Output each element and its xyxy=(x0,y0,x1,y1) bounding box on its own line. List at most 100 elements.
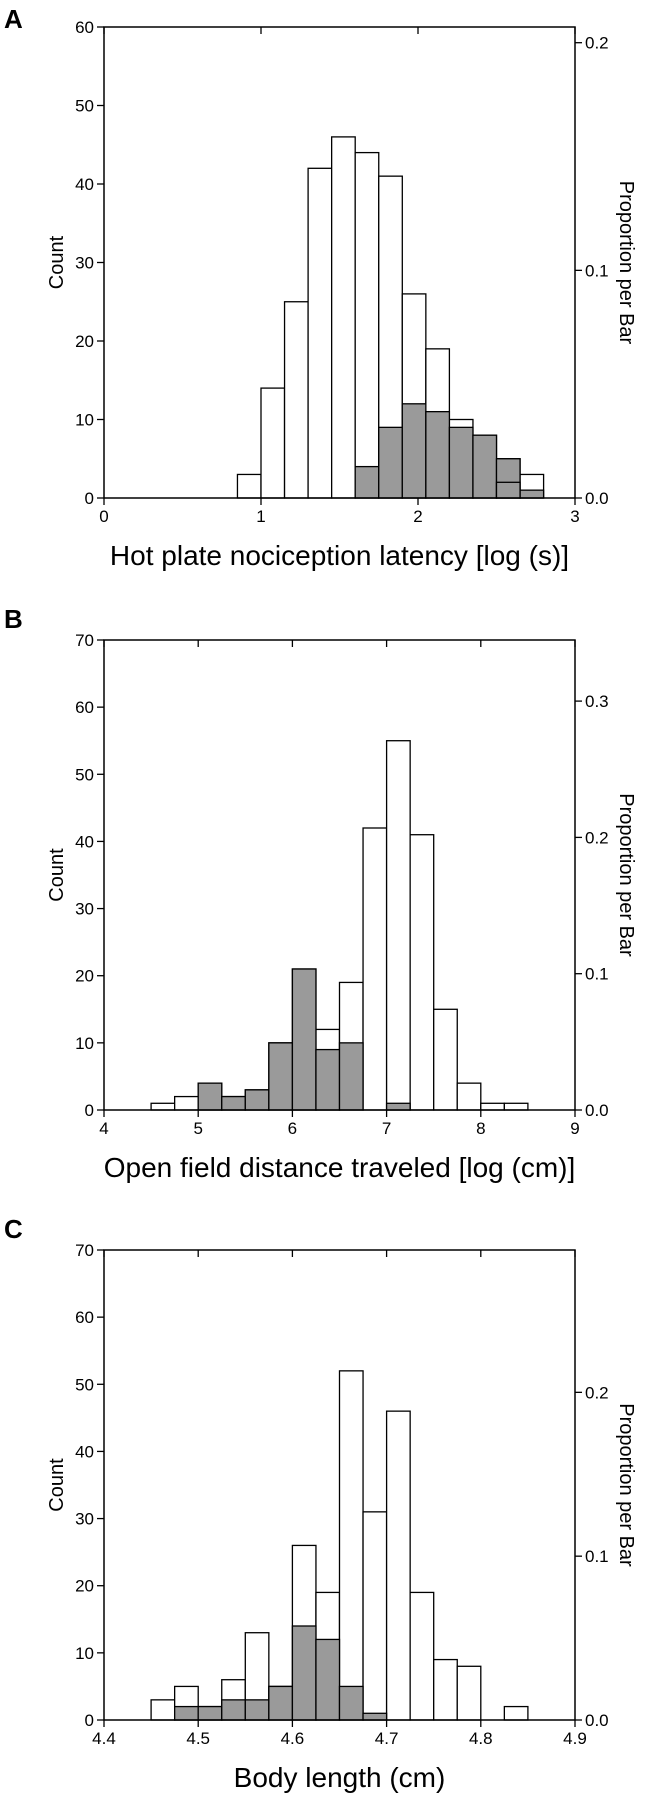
histogram-bar-subset xyxy=(495,481,521,499)
histogram-bar-total xyxy=(433,1008,458,1111)
panel-letter: A xyxy=(4,4,23,34)
histogram-bar-total xyxy=(385,740,411,1111)
histogram-bar-subset xyxy=(197,1082,223,1111)
histogram-bar-subset xyxy=(401,403,427,499)
right-tick-label: 0.0 xyxy=(585,1711,609,1730)
histogram-bar-total xyxy=(409,1591,435,1721)
y-tick-label: 40 xyxy=(75,1442,94,1461)
x-tick-label: 4.8 xyxy=(469,1729,493,1748)
histogram-bar-total xyxy=(480,1102,505,1111)
histogram-bar-total xyxy=(503,1705,529,1721)
x-tick-label: 1 xyxy=(256,507,265,526)
panel-letter: B xyxy=(4,604,23,634)
y-tick-label: 40 xyxy=(75,832,94,851)
histogram-bar-total xyxy=(362,1511,388,1721)
histogram-bar-subset xyxy=(448,426,474,499)
y-tick-label: 0 xyxy=(85,489,94,508)
x-tick-label: 9 xyxy=(570,1119,579,1138)
histogram-bar-subset xyxy=(362,1712,388,1721)
histogram-bar-subset xyxy=(385,1102,411,1111)
histogram-bar-total xyxy=(385,1410,411,1721)
histogram-bar-subset xyxy=(425,410,451,499)
histogram-bar-total xyxy=(283,301,309,499)
histogram-bar-subset xyxy=(338,1042,364,1111)
plot-frame xyxy=(103,639,576,1111)
y-tick-label: 30 xyxy=(75,1510,94,1529)
x-tick-label: 4.6 xyxy=(281,1729,305,1748)
right-tick-label: 0.1 xyxy=(585,965,609,984)
y-axis-title: Count xyxy=(46,235,68,289)
right-tick-label: 0.1 xyxy=(585,1547,609,1566)
y-axis-title: Count xyxy=(46,1458,68,1512)
right-tick-label: 0.2 xyxy=(585,1383,609,1402)
y-tick-label: 20 xyxy=(75,1577,94,1596)
x-axis-title: Body length (cm) xyxy=(234,1762,446,1793)
histogram-bar-total xyxy=(307,167,333,499)
x-tick-label: 8 xyxy=(476,1119,485,1138)
histogram-bar-subset xyxy=(354,465,380,499)
chart-panel-b: B 0 10 20 30 40 50 60 70 4 5 6 7 8 9 0.0 0.1 0.2 0.3 Count P… xyxy=(4,604,637,1183)
y-tick-label: 10 xyxy=(75,1034,94,1053)
histogram-bar-total xyxy=(354,151,380,499)
x-axis-title: Open field distance traveled [log (cm)] xyxy=(104,1152,576,1183)
histogram-bar-total xyxy=(503,1102,529,1111)
panel-letter: C xyxy=(4,1214,23,1244)
histogram-bar-total xyxy=(260,387,286,499)
histogram-bar-total xyxy=(362,827,388,1111)
right-tick-label: 0.0 xyxy=(585,489,609,508)
y-tick-label: 60 xyxy=(75,18,94,37)
x-tick-label: 5 xyxy=(193,1119,202,1138)
histogram-bar-subset xyxy=(244,1699,270,1721)
histogram-bar-total xyxy=(456,1665,482,1721)
histogram-bar-subset xyxy=(338,1685,364,1721)
histogram-bar-subset xyxy=(291,1625,317,1721)
right-tick-label: 0.3 xyxy=(585,692,609,711)
y-tick-label: 0 xyxy=(85,1101,94,1120)
chart-panel-c: C 0 10 20 30 40 50 60 70 4.4 4.5 4.6 4.7 4.8 4.90.0 0.1… xyxy=(4,1214,637,1793)
y-axis-title-right: Proportion per Bar xyxy=(615,1403,637,1567)
y-tick-label: 70 xyxy=(75,1241,94,1260)
histogram-bar-total xyxy=(236,473,262,499)
histogram-bar-subset xyxy=(221,1699,246,1721)
y-tick-label: 20 xyxy=(75,967,94,986)
histogram-bar-total xyxy=(330,136,356,499)
x-tick-label: 4 xyxy=(99,1119,108,1138)
histogram-bar-total xyxy=(150,1699,176,1721)
histogram-bar-subset xyxy=(268,1685,294,1721)
histogram-bar-total xyxy=(338,1370,364,1721)
y-tick-label: 30 xyxy=(75,254,94,273)
histogram-bar-subset xyxy=(291,968,317,1111)
y-tick-label: 40 xyxy=(75,175,94,194)
y-tick-label: 60 xyxy=(75,1308,94,1327)
x-tick-label: 7 xyxy=(382,1119,391,1138)
histogram-bar-subset xyxy=(472,434,498,499)
histogram-bar-subset xyxy=(378,426,403,499)
x-tick-label: 4.9 xyxy=(563,1729,587,1748)
y-tick-label: 0 xyxy=(85,1711,94,1730)
y-tick-label: 30 xyxy=(75,900,94,919)
y-axis-title-right: Proportion per Bar xyxy=(615,793,637,957)
y-tick-label: 50 xyxy=(75,97,94,116)
x-axis-title: Hot plate nociception latency [log (s)] xyxy=(110,540,569,571)
right-tick-label: 0.0 xyxy=(585,1101,609,1120)
histogram-bar-subset xyxy=(268,1042,294,1111)
histogram-bar-total xyxy=(456,1082,482,1111)
right-tick-label: 0.2 xyxy=(585,828,609,847)
y-tick-label: 70 xyxy=(75,631,94,650)
x-tick-label: 0 xyxy=(99,507,108,526)
y-tick-label: 50 xyxy=(75,765,94,784)
x-tick-label: 6 xyxy=(288,1119,297,1138)
y-tick-label: 10 xyxy=(75,411,94,430)
histogram-bar-subset xyxy=(221,1095,246,1111)
x-tick-label: 3 xyxy=(570,507,579,526)
chart-panel-a: A 0 10 20 30 40 50 60 0 1 2 3 0.0 0.1 0.2 Count Proporti… xyxy=(4,4,637,571)
y-axis-title: Count xyxy=(46,848,68,902)
x-tick-label: 2 xyxy=(413,507,422,526)
plot-frame xyxy=(103,1249,576,1721)
histogram-bar-subset xyxy=(519,489,545,499)
right-tick-label: 0.2 xyxy=(585,34,609,53)
y-axis-title-right: Proportion per Bar xyxy=(615,181,637,345)
histogram-bar-total xyxy=(173,1095,199,1111)
